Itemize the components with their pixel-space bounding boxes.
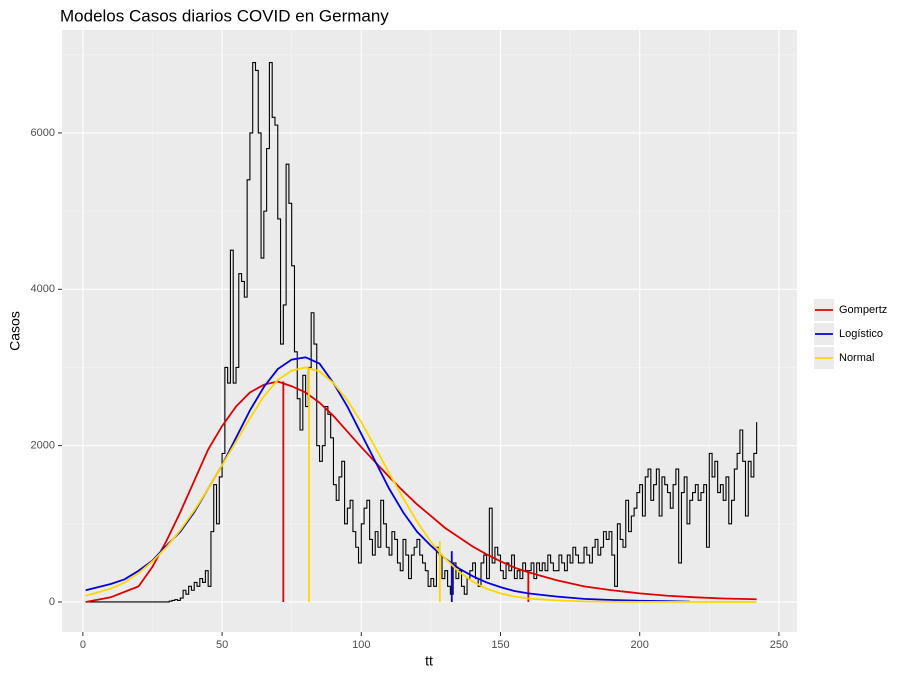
model-line: [85, 356, 690, 603]
y-tick-label: 6000: [31, 127, 55, 139]
x-tick-label: 200: [631, 639, 649, 651]
x-tick-label: 150: [491, 639, 509, 651]
x-axis-label: tt: [425, 653, 433, 669]
legend-label: Normal: [839, 352, 874, 364]
x-tick-label: 0: [80, 639, 86, 651]
model-line: [85, 366, 757, 603]
panel: [62, 30, 797, 632]
y-tick-label: 4000: [31, 283, 55, 295]
y-axis-label: Casos: [7, 311, 23, 351]
legend-label: Gompertz: [839, 304, 887, 316]
x-tick-label: 250: [770, 639, 788, 651]
x-tick-label: 50: [216, 639, 228, 651]
legend-label: Logístico: [839, 328, 883, 340]
chart-title: Modelos Casos diarios COVID en Germany: [60, 6, 389, 25]
y-tick-label: 0: [49, 596, 55, 608]
x-tick-label: 100: [352, 639, 370, 651]
y-tick-label: 2000: [31, 440, 55, 452]
